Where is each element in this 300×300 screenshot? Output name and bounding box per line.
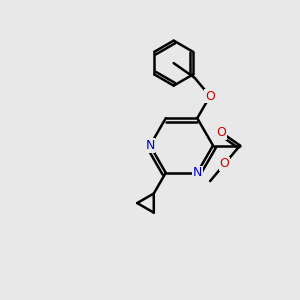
- Text: O: O: [217, 126, 226, 139]
- Text: N: N: [145, 139, 155, 152]
- Text: O: O: [205, 90, 215, 103]
- Text: O: O: [220, 158, 230, 170]
- Text: N: N: [193, 166, 202, 179]
